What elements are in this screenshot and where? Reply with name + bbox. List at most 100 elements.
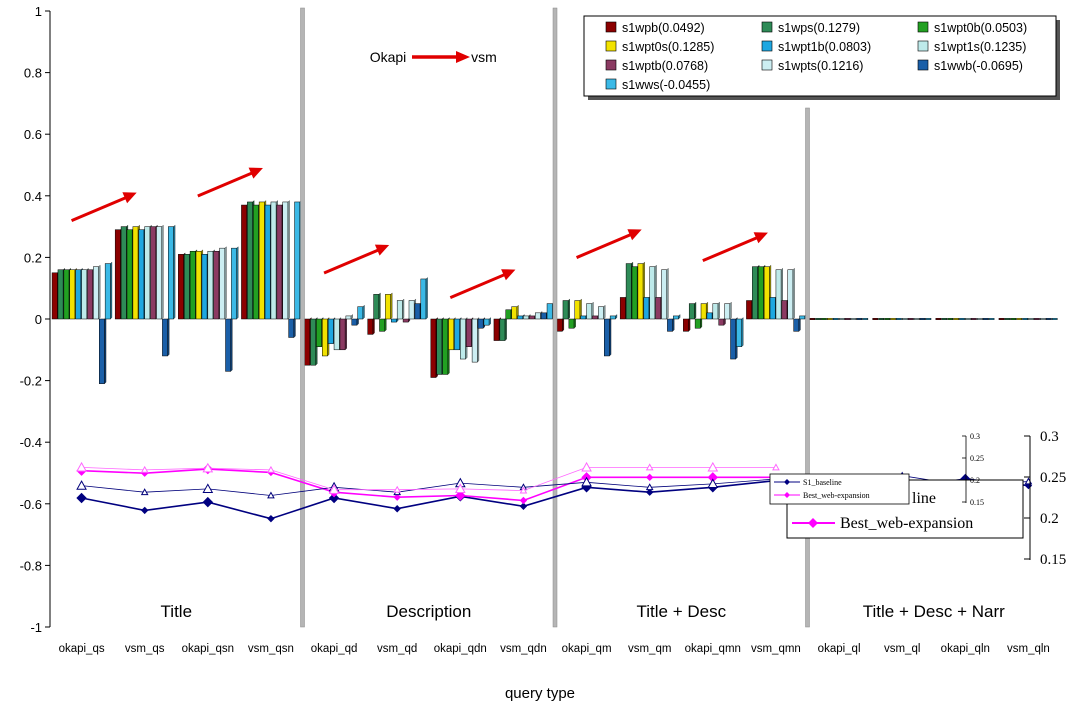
bar-side xyxy=(694,301,697,320)
bar xyxy=(649,266,656,320)
bar xyxy=(75,269,82,320)
bar xyxy=(162,318,168,357)
bar xyxy=(556,318,563,332)
legend-entry: s1wpb(0.0492) xyxy=(622,21,705,35)
legend-swatch xyxy=(917,21,929,33)
legend-swatch xyxy=(605,78,617,90)
bar xyxy=(988,318,995,320)
bar-side xyxy=(477,317,480,363)
bar xyxy=(1034,318,1040,320)
bar xyxy=(598,306,604,320)
bar-side xyxy=(504,317,507,341)
inset-point xyxy=(393,493,401,501)
legend-swatch xyxy=(605,40,617,52)
y-tick-label: 0.4 xyxy=(24,189,42,204)
bar-side xyxy=(362,304,365,320)
bar xyxy=(1016,318,1023,320)
bar xyxy=(114,229,121,320)
bar xyxy=(856,318,863,320)
inset-point xyxy=(1024,477,1033,485)
bar xyxy=(694,318,701,329)
y-axis: -1 -0.8 -0.6 -0.4 -0.2 0 0.2 0.4 0.6 0.8 1 xyxy=(20,4,51,635)
group-dividers xyxy=(300,7,810,628)
bar-side xyxy=(609,317,612,357)
inset-point xyxy=(76,461,87,472)
inset-point xyxy=(645,473,654,482)
okapi-vsm-annotation: Okapi vsm xyxy=(370,49,497,65)
bar xyxy=(87,269,93,320)
bar xyxy=(270,201,277,320)
bar xyxy=(213,250,220,320)
bar xyxy=(970,318,977,320)
bar xyxy=(700,303,707,320)
bar xyxy=(351,318,358,326)
group-divider xyxy=(300,7,305,628)
bar xyxy=(631,266,638,320)
bar xyxy=(499,318,506,341)
x-tick-label: okapi_qmn xyxy=(685,643,741,655)
y-tick-label: -0.4 xyxy=(20,435,42,450)
bar xyxy=(168,226,174,320)
inset-point xyxy=(267,465,275,473)
annotation-from-label: Okapi xyxy=(370,49,407,65)
y-tick-label: -0.8 xyxy=(20,558,42,573)
bar xyxy=(120,226,127,320)
group-label: Title + Desc + Narr xyxy=(863,602,1005,621)
bar-side xyxy=(562,317,565,332)
bar-side xyxy=(425,277,428,320)
bar xyxy=(327,318,334,344)
inset-point xyxy=(519,502,528,510)
y-tick-label: 1 xyxy=(35,4,42,19)
legend-entry: s1wpt1s(0.1235) xyxy=(934,40,1026,54)
inset-small-tick-label: 0.15 xyxy=(970,498,984,507)
bar xyxy=(1022,318,1028,320)
y-tick-label: -0.6 xyxy=(20,497,42,512)
bar xyxy=(339,318,346,351)
bar xyxy=(862,318,869,320)
bar xyxy=(827,318,833,320)
legend-swatch xyxy=(917,40,929,52)
bar-side xyxy=(372,317,375,335)
x-tick-label: vsm_ql xyxy=(884,643,920,655)
bar-side xyxy=(402,298,405,320)
bar xyxy=(396,300,403,320)
bar xyxy=(442,318,449,375)
bar xyxy=(156,226,162,320)
bar xyxy=(637,263,644,320)
bar xyxy=(941,318,948,320)
inset-legend-small-entry: S1_baseline xyxy=(803,478,842,487)
inset-point xyxy=(454,483,466,494)
inset-point xyxy=(581,461,592,472)
inset-point xyxy=(707,461,719,472)
bar xyxy=(998,318,1005,320)
inset-point xyxy=(328,484,340,494)
bar-side xyxy=(568,298,570,320)
bar xyxy=(953,318,959,320)
bar xyxy=(189,250,196,320)
bar xyxy=(746,300,752,320)
bar xyxy=(890,318,896,320)
bar xyxy=(178,254,184,320)
inset-point xyxy=(202,462,214,473)
bar-side xyxy=(792,267,795,320)
bar xyxy=(673,315,679,320)
x-tick-label: vsm_qdn xyxy=(500,643,547,655)
bar xyxy=(712,303,719,320)
trend-arrow-line xyxy=(702,234,763,263)
bar xyxy=(947,318,954,320)
bar xyxy=(63,269,70,320)
bar xyxy=(150,226,157,320)
inset-point xyxy=(393,505,401,513)
bar-side xyxy=(98,264,101,320)
bar xyxy=(493,318,500,341)
x-tick-label: okapi_qdn xyxy=(434,643,487,655)
trend-arrow-line xyxy=(575,231,637,259)
inset-point xyxy=(76,480,87,490)
x-tick-label: okapi_qm xyxy=(562,643,612,655)
bar xyxy=(322,318,328,357)
legend-entry: s1wptb(0.0768) xyxy=(622,59,708,73)
inset-point xyxy=(267,514,275,523)
annotation-to-label: vsm xyxy=(471,49,497,65)
y-tick-label: 0 xyxy=(35,312,42,327)
inset-point xyxy=(519,496,528,505)
